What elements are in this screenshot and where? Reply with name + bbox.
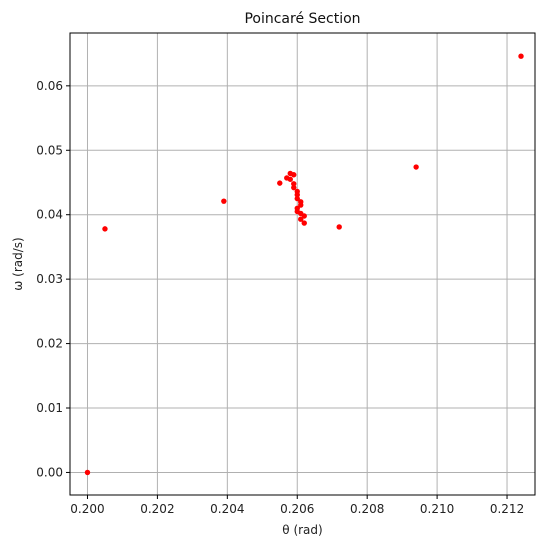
data-point: [301, 213, 307, 219]
data-point: [291, 172, 297, 178]
data-point: [84, 469, 91, 476]
y-tick-label: 0.06: [36, 79, 63, 93]
y-tick-label: 0.01: [36, 401, 63, 415]
grid: [70, 33, 535, 495]
data-point: [301, 220, 307, 226]
y-axis-label: ω (rad/s): [11, 237, 25, 290]
plot-frame: [69, 32, 536, 496]
data-point: [298, 202, 304, 208]
x-tick-label: 0.200: [70, 502, 104, 516]
y-tick-label: 0.03: [36, 272, 63, 286]
x-tick-label: 0.208: [350, 502, 384, 516]
data-point: [277, 180, 283, 186]
data-point: [336, 224, 342, 230]
data-point: [291, 184, 297, 191]
x-tick-label: 0.204: [210, 502, 244, 516]
x-tick-label: 0.202: [140, 502, 174, 516]
y-tick-label: 0.05: [36, 143, 63, 157]
x-tick-label: 0.210: [420, 502, 454, 516]
y-tick-label: 0.04: [36, 208, 63, 222]
data-point: [518, 53, 524, 59]
data-points: [84, 53, 524, 476]
x-axis-ticks: 0.200 0.202 0.204 0.206 0.208 0.210 0.212: [70, 495, 524, 516]
data-point: [413, 164, 419, 170]
chart-title: Poincaré Section: [244, 11, 360, 27]
y-axis-ticks: 0.00 0.01 0.02 0.03 0.04 0.05 0.06: [36, 79, 70, 479]
y-tick-label: 0.02: [36, 337, 63, 351]
data-point: [221, 198, 227, 204]
data-point: [102, 226, 108, 232]
data-point: [298, 216, 304, 222]
x-tick-label: 0.212: [490, 502, 524, 516]
data-point: [294, 192, 300, 198]
data-point: [294, 195, 300, 202]
y-tick-label: 0.00: [36, 465, 63, 479]
x-tick-label: 0.206: [280, 502, 314, 516]
x-axis-label: θ (rad): [282, 523, 322, 537]
data-point: [291, 181, 297, 187]
data-point: [287, 176, 293, 182]
